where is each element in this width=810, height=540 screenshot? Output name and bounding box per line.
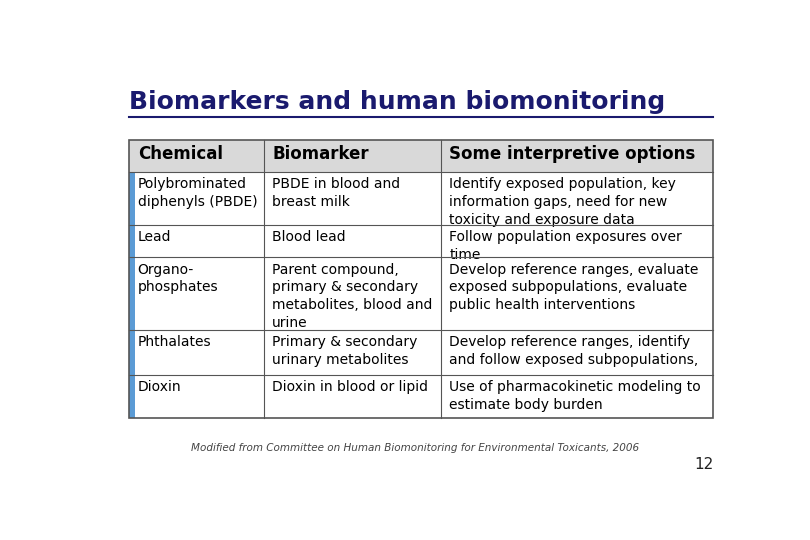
Bar [441, 225, 714, 257]
Bar [130, 329, 264, 375]
Text: Phthalates: Phthalates [138, 335, 211, 349]
Bar [441, 140, 714, 172]
Text: Blood lead: Blood lead [272, 231, 346, 245]
Text: Modified from Committee on Human Biomonitoring for Environmental Toxicants, 2006: Modified from Committee on Human Biomoni… [191, 443, 639, 453]
Bar [130, 225, 134, 257]
Text: Primary & secondary
urinary metabolites: Primary & secondary urinary metabolites [272, 335, 417, 367]
Text: Organo-
phosphates: Organo- phosphates [138, 262, 218, 294]
Bar [130, 225, 264, 257]
Bar [264, 375, 441, 418]
Bar [264, 225, 441, 257]
Text: Dioxin: Dioxin [138, 380, 181, 394]
Bar [130, 172, 264, 225]
Text: Use of pharmacokinetic modeling to
estimate body burden: Use of pharmacokinetic modeling to estim… [450, 380, 701, 412]
Bar [130, 375, 134, 418]
Bar [130, 140, 264, 172]
Text: Develop reference ranges, identify
and follow exposed subpopulations,: Develop reference ranges, identify and f… [450, 335, 698, 367]
Bar [130, 257, 264, 329]
Text: Identify exposed population, key
information gaps, need for new
toxicity and exp: Identify exposed population, key informa… [450, 177, 676, 227]
Text: Biomarkers and human biomonitoring: Biomarkers and human biomonitoring [130, 90, 666, 114]
Text: Some interpretive options: Some interpretive options [450, 145, 696, 163]
Bar [130, 257, 134, 329]
Bar [264, 140, 441, 172]
Text: Polybrominated
diphenyls (PBDE): Polybrominated diphenyls (PBDE) [138, 177, 258, 209]
Bar [441, 172, 714, 225]
Bar [130, 329, 134, 375]
Bar [441, 375, 714, 418]
Text: Parent compound,
primary & secondary
metabolites, blood and
urine: Parent compound, primary & secondary met… [272, 262, 433, 330]
Bar [441, 329, 714, 375]
Text: Chemical: Chemical [138, 145, 223, 163]
Bar [441, 257, 714, 329]
Bar [130, 140, 714, 418]
Bar [130, 375, 264, 418]
Bar [130, 172, 134, 225]
Text: Dioxin in blood or lipid: Dioxin in blood or lipid [272, 380, 428, 394]
Bar [264, 329, 441, 375]
Bar [264, 257, 441, 329]
Text: Biomarker: Biomarker [272, 145, 369, 163]
Text: Lead: Lead [138, 231, 171, 245]
Text: Follow population exposures over
time: Follow population exposures over time [450, 231, 682, 262]
Text: 12: 12 [694, 457, 714, 472]
Text: Develop reference ranges, evaluate
exposed subpopulations, evaluate
public healt: Develop reference ranges, evaluate expos… [450, 262, 698, 312]
Text: PBDE in blood and
breast milk: PBDE in blood and breast milk [272, 177, 400, 209]
Bar [264, 172, 441, 225]
